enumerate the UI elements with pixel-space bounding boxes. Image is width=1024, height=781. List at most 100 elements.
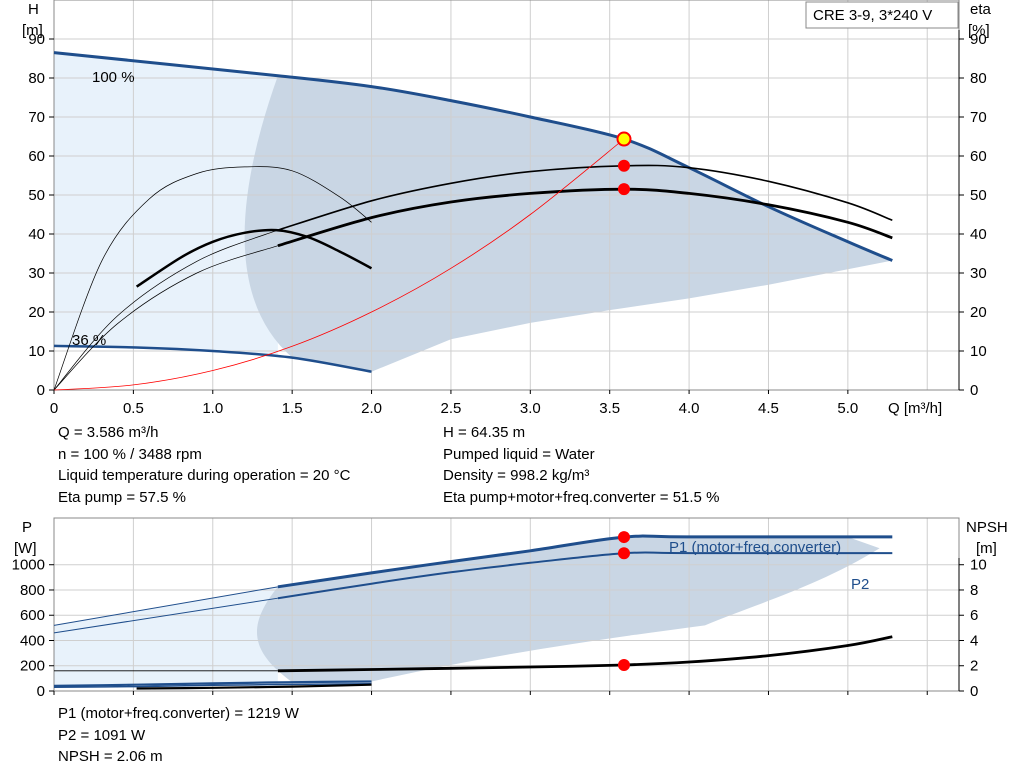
x-tick-label: 3.5 [599, 400, 620, 417]
npsh-tick-label: 8 [970, 582, 978, 599]
eta-total-thin-extension [53, 229, 279, 391]
head-info-col2: H = 64.35 m Pumped liquid = Water Densit… [443, 422, 719, 508]
info-pumped-liquid: Pumped liquid = Water [443, 445, 595, 463]
title-box: CRE 3-9, 3*240 V [805, 1, 959, 29]
power-tick-label: 1000 [12, 557, 45, 574]
eta-curve-36-thin [53, 166, 372, 391]
p2-curve [277, 551, 893, 600]
x-tick-label: 1.0 [202, 400, 223, 417]
left-tick-label: 50 [28, 187, 45, 204]
info-q: Q = 3.586 m³/h [58, 424, 159, 441]
x-tick-label: 5.0 [837, 400, 858, 417]
left-tick-label: 40 [28, 226, 45, 243]
left-axis-label-h: H [28, 1, 39, 18]
left-axis-unit-m: [m] [22, 22, 43, 39]
x-tick-label: 4.0 [679, 400, 700, 417]
p2-thin-extension [53, 597, 278, 634]
right-tick-label: 80 [970, 70, 987, 87]
eta-curve-36 [135, 228, 373, 288]
right-tick-label: 60 [970, 148, 987, 165]
info-n: n = 100 % / 3488 rpm [58, 445, 202, 463]
p1-curve [277, 534, 893, 589]
power-working-point-2 [617, 658, 630, 671]
info-liquid-temp: Liquid temperature during operation = 20… [58, 467, 351, 484]
x-tick-label: 2.5 [441, 400, 462, 417]
left-tick-label: 0 [37, 382, 45, 399]
info-density: Density = 998.2 kg/m³ [443, 467, 590, 484]
head-curve-36 [53, 344, 372, 373]
left-tick-label: 90 [28, 31, 45, 48]
power-working-point-1 [617, 547, 630, 560]
top-area-light [54, 52, 278, 355]
p1-thin-extension [53, 586, 278, 626]
x-tick-label: 0 [50, 400, 58, 417]
right-tick-label: 70 [970, 109, 987, 126]
right-tick-label: 0 [970, 382, 978, 399]
left-axis-label-p: P [22, 519, 32, 536]
left-tick-label: 60 [28, 148, 45, 165]
info-h: H = 64.35 m [443, 424, 526, 441]
info-p1: P1 (motor+freq.converter) = 1219 W [58, 705, 299, 722]
right-axis-unit-pct: [%] [968, 22, 990, 39]
chart-title: CRE 3-9, 3*240 V [813, 7, 932, 24]
working-point-2 [617, 183, 630, 196]
info-eta-pump: Eta pump = 57.5 % [58, 488, 186, 506]
left-tick-label: 70 [28, 109, 45, 126]
npsh-tick-label: 10 [970, 557, 987, 574]
p2-curve-36 [53, 682, 372, 688]
right-tick-label: 90 [970, 31, 987, 48]
left-tick-label: 20 [28, 304, 45, 321]
x-tick-label: 3.0 [520, 400, 541, 417]
head-chart: 0 10 20 30 40 50 60 70 80 90 0 10 20 30 40 50 60 70 80 90 0 0… [22, 0, 992, 417]
right-tick-label: 30 [970, 265, 987, 282]
eta-pump-thin-extension [53, 245, 279, 391]
info-npsh: NPSH = 2.06 m [58, 748, 163, 765]
npsh-tick-label: 6 [970, 607, 978, 624]
duty-point [616, 131, 632, 147]
power-tick-label: 400 [20, 632, 45, 649]
head-curve-100 [53, 51, 893, 262]
info-p2: P2 = 1091 W [58, 726, 146, 744]
x-tick-label: 2.0 [361, 400, 382, 417]
x-tick-label: 0.5 [123, 400, 144, 417]
right-tick-label: 20 [970, 304, 987, 321]
x-tick-label: 1.5 [282, 400, 303, 417]
system-curve [53, 138, 625, 391]
x-axis-label-q: Q [m³/h] [888, 400, 942, 417]
power-tick-label: 200 [20, 658, 45, 675]
right-axis-unit-m: [m] [976, 540, 997, 557]
right-tick-label: 40 [970, 226, 987, 243]
npsh-tick-label: 4 [970, 632, 978, 649]
top-operating-area [54, 52, 893, 372]
power-tick-label: 600 [20, 607, 45, 624]
right-tick-label: 10 [970, 343, 987, 360]
top-working-points [616, 131, 632, 196]
right-axis-label-npsh: NPSH [966, 519, 1008, 536]
bottom-area-main [256, 536, 880, 683]
npsh-tick-label: 2 [970, 658, 978, 675]
power-working-point-0 [617, 531, 630, 544]
power-tick-label: 800 [20, 582, 45, 599]
power-info: P1 (motor+freq.converter) = 1219 W P2 = … [58, 703, 299, 768]
npsh-curve-36 [136, 683, 372, 690]
info-eta-total: Eta pump+motor+freq.converter = 51.5 % [443, 488, 720, 506]
left-tick-label: 10 [28, 343, 45, 360]
x-tick-label: 4.5 [758, 400, 779, 417]
top-tick-labels: 0 10 20 30 40 50 60 70 80 90 0 10 20 30 40 50 60 70 80 90 0 0… [28, 30, 987, 417]
bottom-grid [54, 518, 959, 691]
left-tick-label: 30 [28, 265, 45, 282]
top-area-main [244, 75, 893, 372]
bottom-tick-labels: 0 200 400 600 800 1000 0 2 4 6 8 10 [12, 557, 987, 700]
series-label-p2: P2 [851, 576, 869, 593]
head-info-col1: Q = 3.586 m³/h n = 100 % / 3488 rpm Liqu… [58, 422, 350, 508]
series-label-p1: P1 (motor+freq.converter) [669, 539, 841, 556]
right-tick-label: 50 [970, 187, 987, 204]
bottom-operating-area [54, 536, 880, 686]
bottom-area-light [54, 586, 278, 686]
bottom-working-points [617, 531, 630, 671]
working-point-1 [617, 159, 630, 172]
right-axis-label-eta: eta [970, 1, 992, 18]
left-axis-unit-w: [W] [14, 540, 37, 557]
speed-label-100: 100 % [92, 69, 135, 86]
